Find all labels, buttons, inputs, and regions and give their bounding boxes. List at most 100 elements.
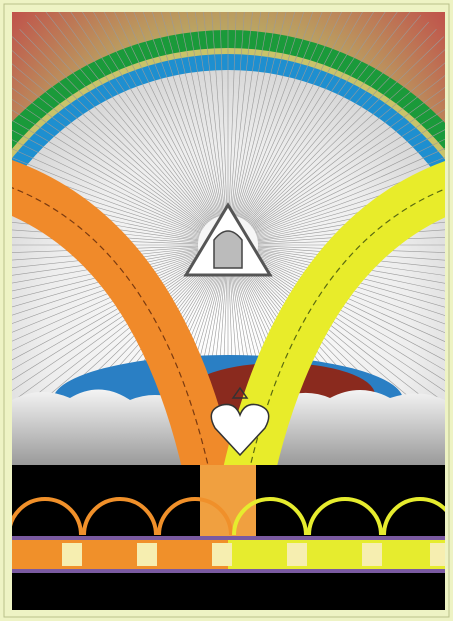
ray — [252, 262, 445, 404]
ray — [253, 260, 445, 381]
ray — [12, 249, 199, 284]
ray — [237, 12, 314, 217]
ray — [12, 248, 199, 276]
ray — [186, 12, 224, 216]
ray — [257, 246, 445, 261]
ray — [27, 21, 209, 223]
strip-square — [430, 543, 445, 566]
ray — [253, 119, 445, 231]
ray — [257, 251, 445, 300]
ray — [244, 12, 386, 221]
strip-orange — [12, 540, 228, 569]
ray — [12, 246, 199, 261]
ray — [256, 254, 445, 325]
ray — [12, 157, 201, 235]
ray — [203, 12, 226, 216]
ray — [235, 12, 296, 217]
ray — [247, 21, 429, 223]
ray — [245, 12, 398, 221]
ray — [114, 12, 216, 219]
ray — [253, 109, 445, 230]
ray — [12, 139, 202, 233]
ray — [251, 75, 445, 227]
ray — [12, 256, 201, 342]
ray — [255, 148, 445, 234]
ray — [247, 14, 422, 223]
heart — [210, 403, 270, 457]
ray — [252, 86, 445, 228]
ray — [12, 247, 199, 269]
ray — [142, 12, 219, 217]
ray — [257, 248, 445, 276]
ray — [242, 12, 363, 220]
ray — [231, 12, 262, 216]
ray — [232, 12, 270, 216]
ray — [241, 12, 353, 219]
arch — [232, 497, 308, 536]
ray — [12, 261, 204, 392]
ray — [178, 12, 223, 216]
strip-square — [287, 543, 307, 566]
strip-square — [212, 543, 232, 566]
ray — [169, 12, 222, 216]
cloud-right — [265, 390, 445, 465]
figure — [213, 230, 243, 269]
ray — [248, 28, 437, 224]
ray — [12, 87, 204, 228]
strip-square — [62, 543, 82, 566]
ray — [256, 165, 445, 236]
ray — [250, 62, 445, 226]
ray — [233, 12, 278, 216]
ray — [254, 138, 445, 233]
ray — [255, 157, 445, 235]
ray — [228, 12, 237, 216]
ray — [12, 129, 202, 232]
arches — [12, 497, 445, 536]
ray — [249, 36, 445, 225]
arch — [82, 497, 158, 536]
ray — [12, 251, 199, 300]
ray — [252, 261, 445, 392]
ray — [12, 109, 203, 230]
ray — [45, 12, 210, 222]
ray — [12, 148, 201, 234]
ray — [12, 262, 204, 403]
ray — [133, 12, 218, 218]
cloud-left — [12, 389, 190, 465]
yellow-path — [235, 188, 445, 541]
ray — [123, 12, 217, 218]
ray — [234, 12, 287, 216]
ray — [236, 12, 305, 217]
ray — [12, 50, 206, 226]
arch — [157, 497, 233, 536]
ray — [255, 256, 445, 342]
small-triangle — [231, 386, 249, 399]
ray — [12, 258, 202, 361]
ray — [103, 12, 215, 219]
ray — [12, 36, 207, 225]
ray — [12, 260, 203, 381]
ray — [256, 253, 445, 316]
ray — [12, 253, 200, 316]
ray — [160, 12, 221, 217]
ray — [256, 252, 445, 308]
strip-square — [137, 543, 157, 566]
strip-yellow — [228, 540, 445, 569]
ray — [250, 49, 445, 226]
ray — [238, 12, 323, 218]
ray — [82, 12, 213, 220]
strip-square — [362, 543, 382, 566]
ray — [93, 12, 214, 220]
ray — [255, 255, 445, 333]
ray — [230, 12, 253, 216]
orange-path — [12, 187, 223, 541]
ray — [229, 12, 245, 216]
ray — [240, 12, 342, 219]
ray — [12, 75, 205, 227]
ray — [19, 28, 208, 224]
ray — [219, 12, 228, 216]
ray — [12, 252, 200, 308]
ray — [257, 250, 445, 292]
